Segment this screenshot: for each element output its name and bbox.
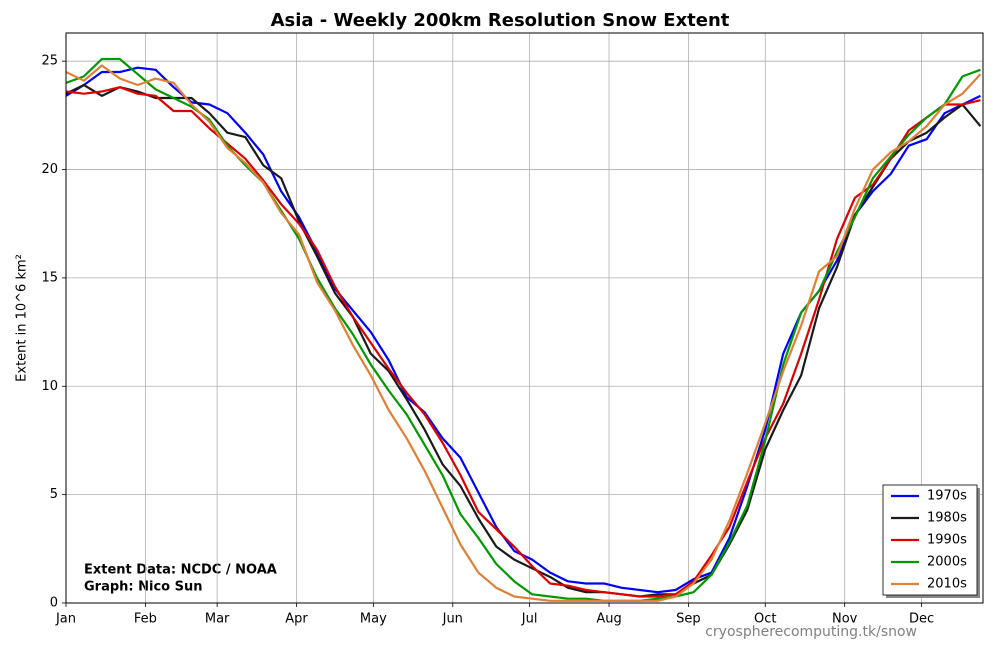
legend-label: 1980s xyxy=(927,511,967,526)
annotation: Graph: Nico Sun xyxy=(84,580,203,595)
y-tick-label: 15 xyxy=(41,270,58,285)
x-tick-label: Aug xyxy=(596,612,621,627)
x-tick-label: Nov xyxy=(832,612,858,627)
y-tick-label: 10 xyxy=(41,379,58,394)
plot-frame xyxy=(65,32,984,604)
x-tick-label: Jun xyxy=(442,612,463,627)
series-line xyxy=(65,64,982,602)
y-tick-label: 5 xyxy=(50,487,58,502)
annotation: Extent Data: NCDC / NOAA xyxy=(84,563,277,578)
y-tick-label: 0 xyxy=(50,596,58,611)
x-tick-label: May xyxy=(360,612,387,627)
series-line xyxy=(65,66,981,594)
x-tick-label: Sep xyxy=(676,612,701,627)
x-tick-label: Jul xyxy=(521,612,538,627)
grid xyxy=(65,33,983,604)
watermark: cryospherecomputing.tk/snow xyxy=(705,624,917,640)
x-tick-label: Jan xyxy=(55,612,76,627)
y-tick-label: 25 xyxy=(41,54,58,69)
legend-label: 2000s xyxy=(927,555,967,570)
x-tick-label: Mar xyxy=(205,612,230,627)
x-tick-label: Feb xyxy=(134,612,157,627)
y-tick-label: 20 xyxy=(41,162,58,177)
x-tick-label: Oct xyxy=(754,612,776,627)
x-tick-label: Apr xyxy=(285,612,308,627)
chart-title: Asia - Weekly 200km Resolution Snow Exte… xyxy=(271,10,730,31)
legend-label: 1970s xyxy=(927,489,967,504)
legend-label: 1990s xyxy=(927,533,967,548)
legend-label: 2010s xyxy=(927,577,967,592)
series-line xyxy=(65,57,981,602)
x-tick-label: Dec xyxy=(909,612,934,627)
series-line xyxy=(65,86,981,598)
series-line xyxy=(65,83,982,598)
y-axis-label: Extent in 10^6 km² xyxy=(15,254,30,382)
